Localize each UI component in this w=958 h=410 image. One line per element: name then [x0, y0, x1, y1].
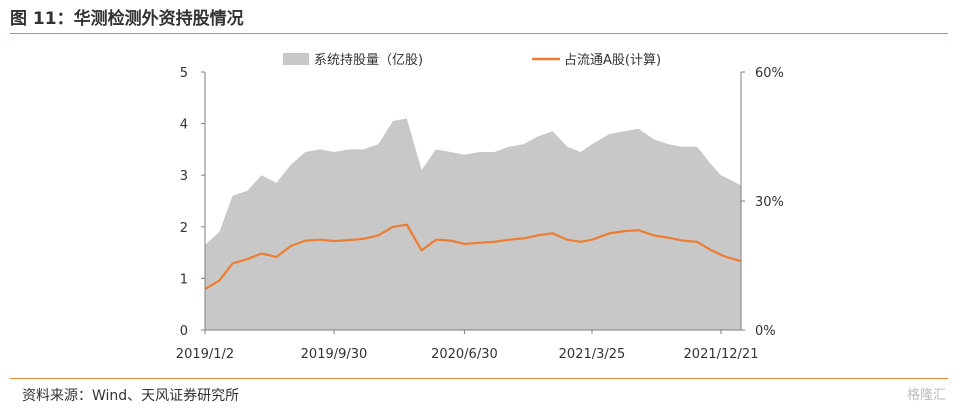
series-area-holdings: [205, 118, 741, 331]
y-left-tick-label: 4: [180, 118, 188, 133]
figure-title: 图 11：华测检测外资持股情况: [10, 9, 244, 29]
y-right-tick-label: 30%: [755, 195, 784, 210]
x-tick-label: 2019/9/30: [301, 347, 368, 362]
source-note: 资料来源：Wind、天风证券研究所: [22, 388, 240, 404]
axes: 0 1 2 3 4 5 0% 30% 60% 2019/1/2 2019/9/30 2020/6/30…: [176, 66, 784, 362]
x-tick-label: 2019/1/2: [176, 347, 234, 362]
x-tick-label: 2021/3/25: [559, 347, 626, 362]
title-divider: [10, 33, 948, 34]
legend-swatch-holdings: [283, 53, 309, 65]
y-left-tick-label: 0: [180, 324, 188, 339]
y-right-tick-label: 0%: [755, 324, 776, 339]
y-left-tick-label: 3: [180, 169, 188, 184]
legend-label-ratio: 占流通A股(计算): [564, 53, 661, 68]
x-tick-label: 2021/12/21: [684, 347, 759, 362]
legend-label-holdings: 系统持股量（亿股): [314, 53, 423, 68]
x-tick-label: 2020/6/30: [431, 347, 498, 362]
chart-legend: 系统持股量（亿股) 占流通A股(计算): [283, 53, 661, 68]
footer-divider: [10, 378, 948, 379]
y-left-tick-label: 1: [180, 272, 188, 287]
y-left-tick-label: 5: [180, 66, 188, 81]
y-right-tick-label: 60%: [755, 66, 784, 81]
series-line-ratio: [204, 223, 742, 291]
watermark-logo: 格隆汇: [906, 388, 946, 403]
plot-area: [204, 118, 742, 331]
y-left-tick-label: 2: [180, 221, 188, 236]
